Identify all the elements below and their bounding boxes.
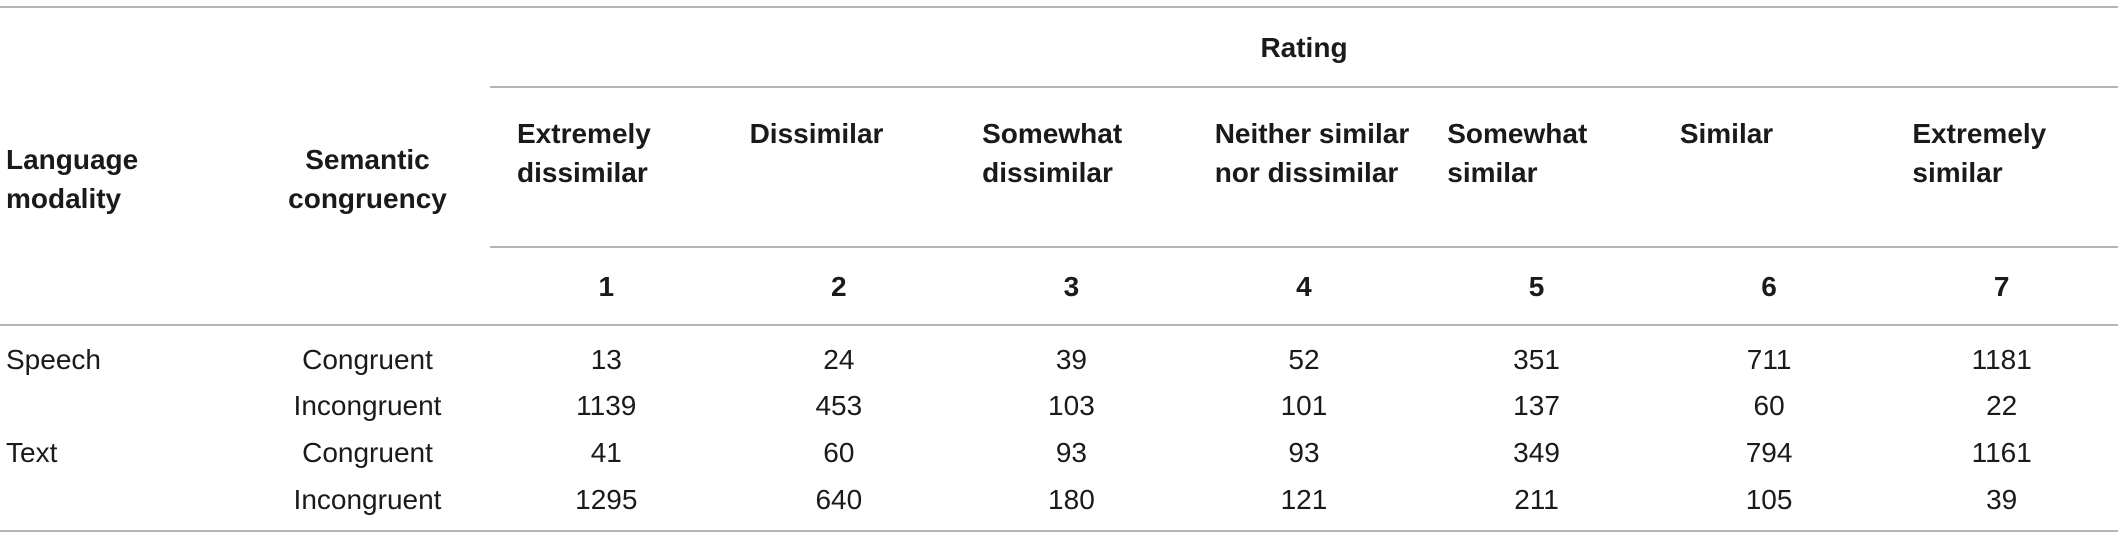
value-cell: 93 [1288, 437, 1320, 468]
scale-number-2: 2 [722, 247, 956, 326]
value-cell: 137 [1513, 390, 1560, 421]
value-cell: 211 [1420, 476, 1653, 532]
congruency-cell: Congruent [302, 343, 433, 375]
scale-label-7: Extremely similar [1885, 87, 2118, 248]
modality-cell: Speech [6, 343, 101, 375]
value-cell: 39 [1055, 343, 1087, 375]
header-language-modality: Language modality [0, 6, 245, 326]
modality-cell [0, 476, 245, 532]
value-cell: 453 [815, 390, 863, 421]
congruency-cell: Incongruent [293, 390, 442, 421]
value-cell: 22 [1986, 390, 2018, 421]
scale-number-3: 3 [955, 247, 1188, 326]
table-row: Text Congruent 41 60 93 93 349 794 1161 [0, 429, 2118, 476]
value-cell: 640 [722, 476, 956, 532]
value-cell: 1181 [1971, 343, 2032, 375]
value-cell: 41 [590, 437, 622, 468]
value-cell: 711 [1746, 343, 1792, 375]
scale-number-4: 4 [1187, 247, 1421, 326]
value-cell: 349 [1513, 437, 1560, 468]
value-cell: 13 [590, 343, 622, 375]
value-cell: 60 [823, 437, 855, 468]
value-cell: 1161 [1971, 437, 2032, 468]
value-cell: 39 [1885, 476, 2118, 532]
value-cell: 1295 [490, 476, 723, 532]
scale-number-1: 1 [490, 247, 723, 326]
value-cell: 180 [955, 476, 1188, 532]
congruency-cell: Congruent [302, 437, 433, 468]
header-rating: Rating [490, 6, 2118, 88]
rating-frequency-table: Language modality Semantic congruency Ra… [0, 6, 2118, 532]
scale-number-6: 6 [1652, 247, 1886, 326]
table-row: Incongruent 1139 453 103 101 137 60 22 [0, 382, 2118, 429]
value-cell: 101 [1280, 390, 1328, 421]
scale-label-1: Extremely dissimilar [490, 87, 723, 248]
table-row: Speech Congruent 13 24 39 52 351 711 118… [0, 325, 2118, 382]
value-cell: 93 [1055, 437, 1087, 468]
modality-cell: Text [6, 437, 58, 468]
scale-number-5: 5 [1420, 247, 1653, 326]
value-cell: 105 [1652, 476, 1886, 532]
value-cell: 794 [1745, 437, 1793, 468]
congruency-cell: Incongruent [245, 476, 490, 532]
value-cell: 121 [1187, 476, 1421, 532]
scale-label-4: Neither similar nor dissimilar [1187, 87, 1421, 248]
table-row: Incongruent 1295 640 180 121 211 105 39 [0, 476, 2118, 532]
value-cell: 1139 [576, 390, 637, 421]
header-semantic-congruency: Semantic congruency [245, 6, 490, 326]
scale-label-2: Dissimilar [722, 87, 956, 248]
scale-label-3: Somewhat dissimilar [955, 87, 1188, 248]
value-cell: 103 [1048, 390, 1095, 421]
modality-cell [0, 382, 245, 429]
scale-label-5: Somewhat similar [1420, 87, 1653, 248]
value-cell: 52 [1288, 343, 1320, 375]
value-cell: 351 [1513, 343, 1560, 375]
value-cell: 60 [1753, 390, 1785, 421]
value-cell: 24 [823, 343, 855, 375]
scale-number-7: 7 [1885, 247, 2118, 326]
scale-label-6: Similar [1652, 87, 1886, 248]
